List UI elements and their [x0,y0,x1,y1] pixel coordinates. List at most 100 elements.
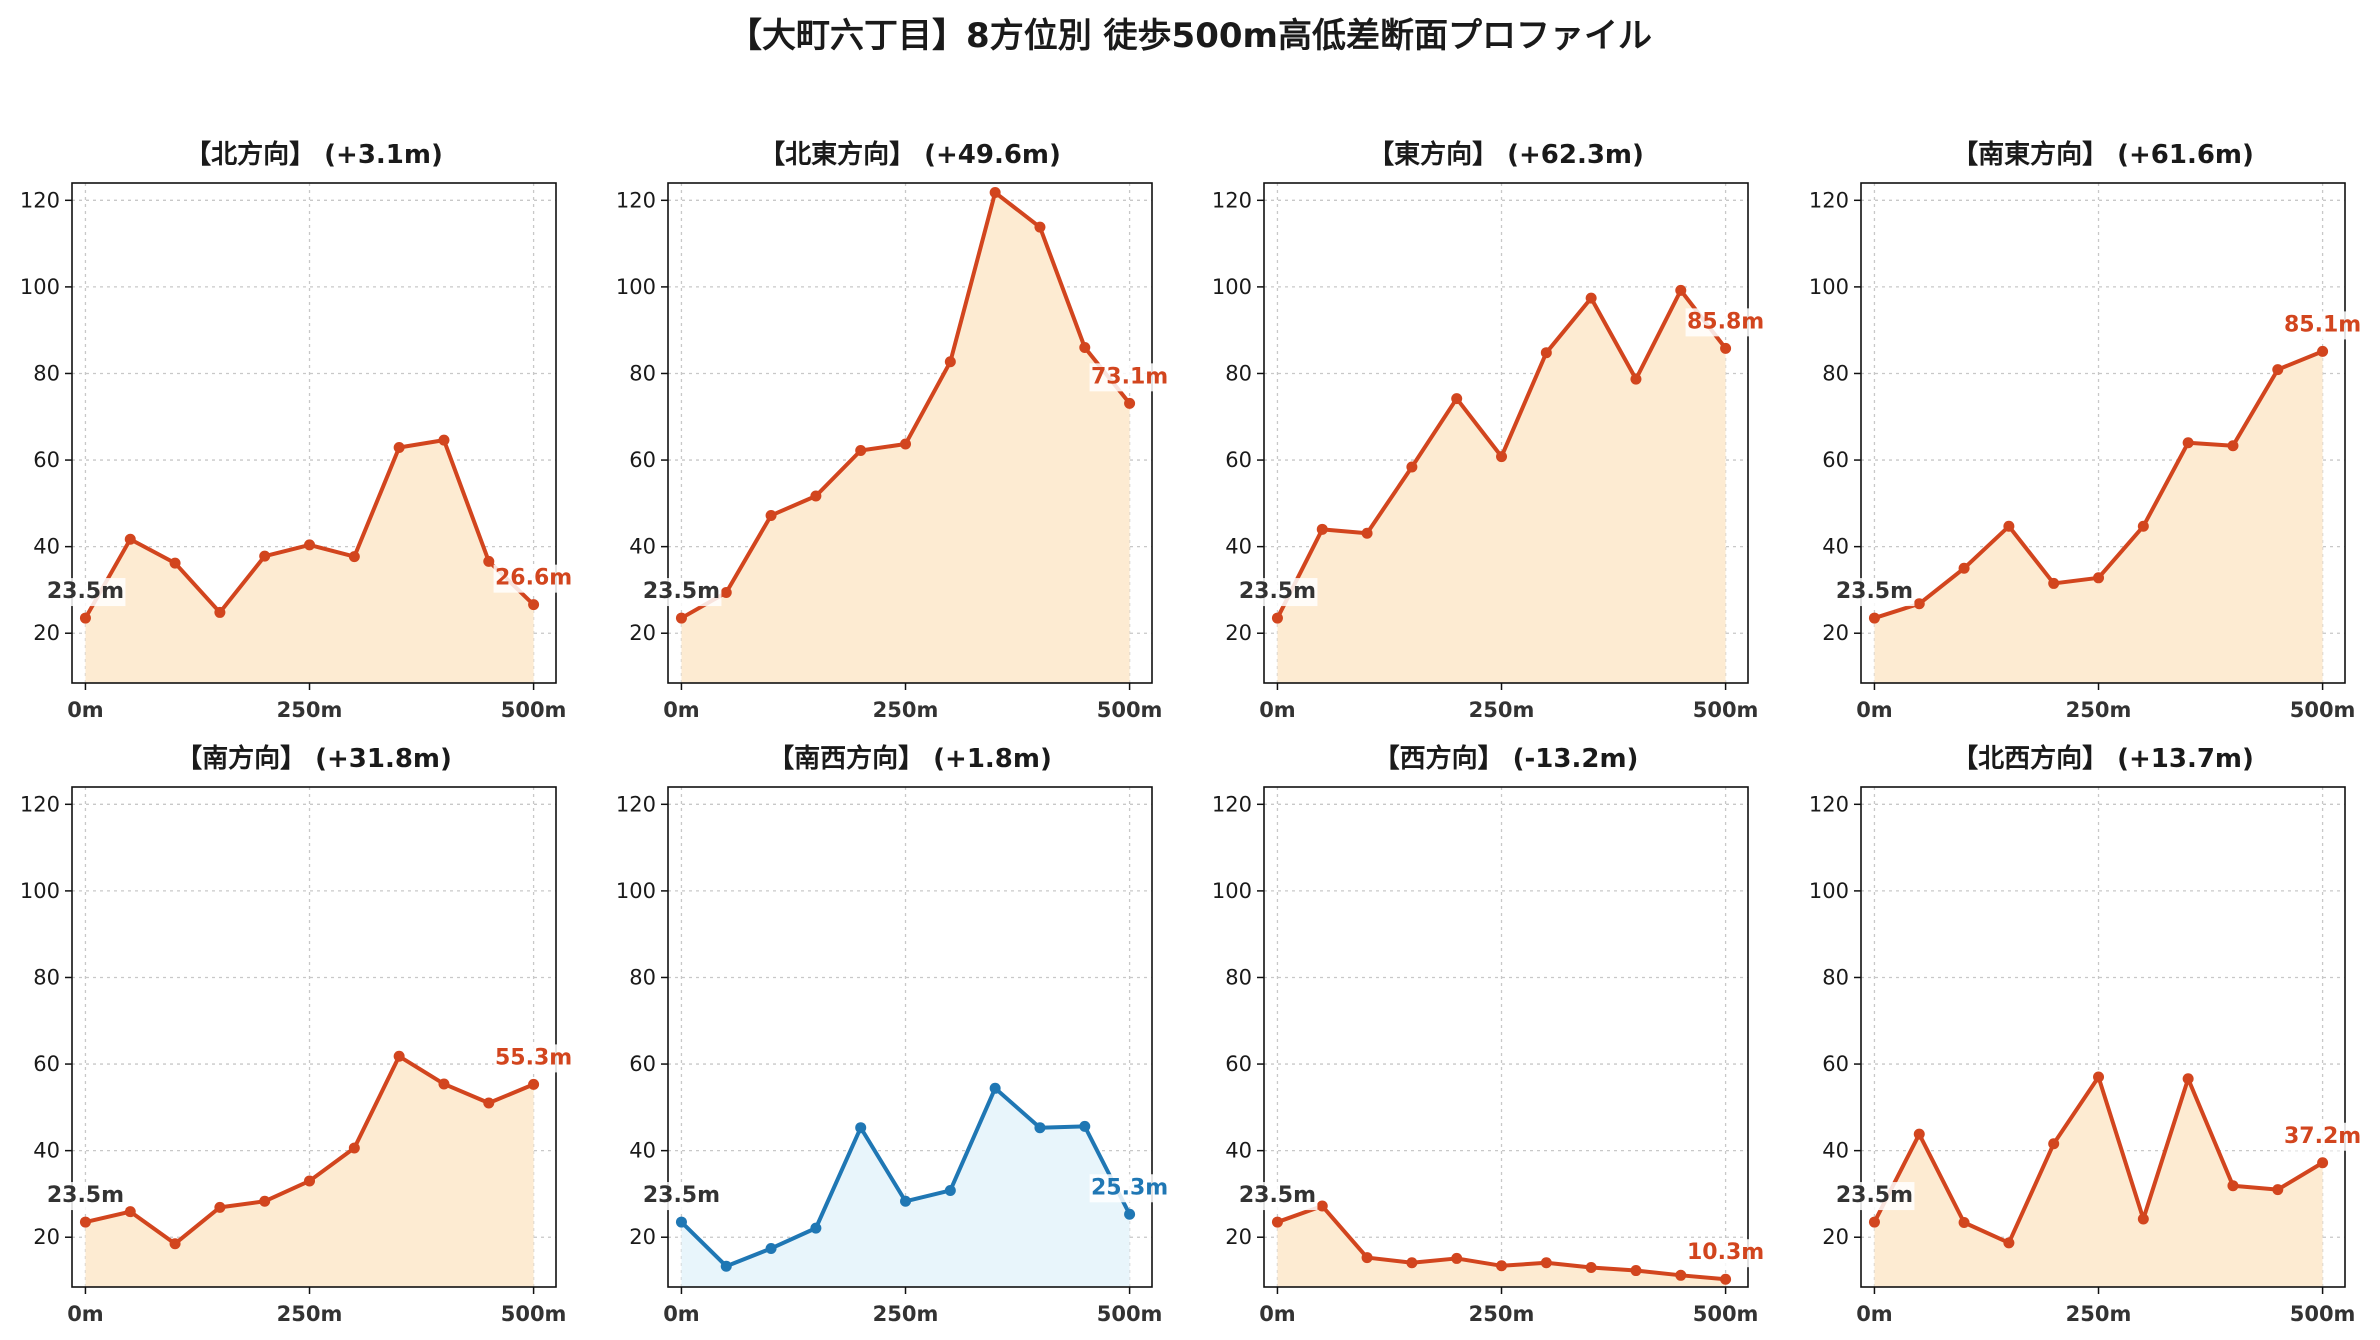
start-elevation-label: 23.5m [47,1183,124,1208]
ytick-label: 120 [1212,188,1252,212]
elevation-area [85,440,534,683]
xtick-label: 500m [501,698,567,722]
data-point [1406,1257,1418,1269]
xtick-label: 0m [67,1302,104,1326]
ytick-label: 80 [33,361,60,385]
data-point [2003,1237,2015,1249]
ytick-label: 20 [1822,1225,1849,1249]
data-point [1079,1120,1091,1132]
data-point [393,442,405,454]
end-label-bg [1089,363,1170,392]
start-elevation-label: 23.5m [47,579,124,604]
data-point [855,1122,867,1134]
end-elevation-label: 85.8m [1687,309,1764,334]
data-point [944,1184,956,1196]
data-point [1675,1269,1687,1281]
data-point [79,612,91,624]
panel-title: 【南西方向】 (+1.8m) [768,743,1052,774]
elevation-area [1277,1206,1726,1287]
ytick-label: 100 [1809,879,1849,903]
ytick-label: 40 [33,1139,60,1163]
xtick-label: 500m [2290,1302,2356,1326]
start-label-bg [1834,578,1915,607]
ytick-label: 120 [616,792,656,816]
axes-frame [667,182,1153,684]
data-point [348,551,360,563]
data-point [2003,520,2015,532]
data-point [1316,523,1328,535]
data-point [124,1206,136,1218]
data-point [124,533,136,545]
ytick-label: 40 [1822,535,1849,559]
data-point [304,1175,316,1187]
data-point [1630,373,1642,385]
panel-title: 【北西方向】 (+13.7m) [1952,743,2254,774]
ytick-label: 100 [1212,275,1252,299]
ytick-label: 20 [33,621,60,645]
xtick-label: 250m [1469,698,1535,722]
data-point [944,356,956,368]
data-point [1271,1216,1283,1228]
data-point [1496,1260,1508,1272]
ytick-label: 60 [33,448,60,472]
xtick-label: 250m [1469,1302,1535,1326]
data-point [720,1260,732,1272]
axes-frame [1263,182,1749,684]
xtick-label: 500m [1097,1302,1163,1326]
data-point [79,1216,91,1228]
ytick-label: 40 [1225,1139,1252,1163]
ytick-label: 40 [1225,535,1252,559]
xtick-label: 0m [663,1302,700,1326]
ytick-label: 120 [1212,792,1252,816]
data-point [214,1201,226,1213]
ytick-label: 60 [33,1052,60,1076]
ytick-label: 60 [1225,1052,1252,1076]
xtick-label: 250m [277,698,343,722]
data-point [2317,1157,2329,1169]
data-point [483,555,495,567]
ytick-label: 60 [1822,1052,1849,1076]
xtick-label: 0m [663,698,700,722]
data-point [1406,461,1418,473]
xtick-label: 500m [501,1302,567,1326]
data-point [1316,1200,1328,1212]
data-point [810,490,822,502]
end-label-bg [1089,1174,1170,1203]
data-point [1451,393,1463,405]
start-elevation-label: 23.5m [643,579,720,604]
end-elevation-label: 55.3m [495,1045,572,1070]
chart-panel: 【北方向】 (+3.1m) 20 40 60 80 100 120 0m 250m 500m 23.… [20,139,574,722]
data-point [1451,1252,1463,1264]
panel-title: 【西方向】 (-13.2m) [1374,743,1639,774]
axes-frame [1860,786,2346,1288]
start-label-bg [45,578,126,607]
data-point [438,1078,450,1090]
ytick-label: 40 [629,535,656,559]
data-point [2137,520,2149,532]
data-point [2227,440,2239,452]
data-point [1540,1257,1552,1269]
data-point [259,1195,271,1207]
ytick-label: 100 [616,879,656,903]
data-point [483,1097,495,1109]
axes-frame [667,786,1153,1288]
ytick-label: 80 [1822,361,1849,385]
ytick-label: 80 [629,965,656,989]
start-label-bg [1834,1182,1915,1211]
data-point [675,612,687,624]
ytick-label: 80 [1225,965,1252,989]
xtick-label: 500m [1693,1302,1759,1326]
elevation-area [1277,290,1726,683]
data-point [989,1082,1001,1094]
ytick-label: 120 [616,188,656,212]
data-point [675,1216,687,1228]
end-elevation-label: 37.2m [2284,1124,2361,1149]
chart-panel: 【南方向】 (+31.8m) 20 40 60 80 100 120 0m 250m 500m 23… [20,743,574,1326]
data-point [438,434,450,446]
ytick-label: 60 [1822,448,1849,472]
ytick-label: 20 [1225,621,1252,645]
ytick-label: 60 [629,448,656,472]
ytick-label: 60 [1225,448,1252,472]
data-point [1079,342,1091,354]
